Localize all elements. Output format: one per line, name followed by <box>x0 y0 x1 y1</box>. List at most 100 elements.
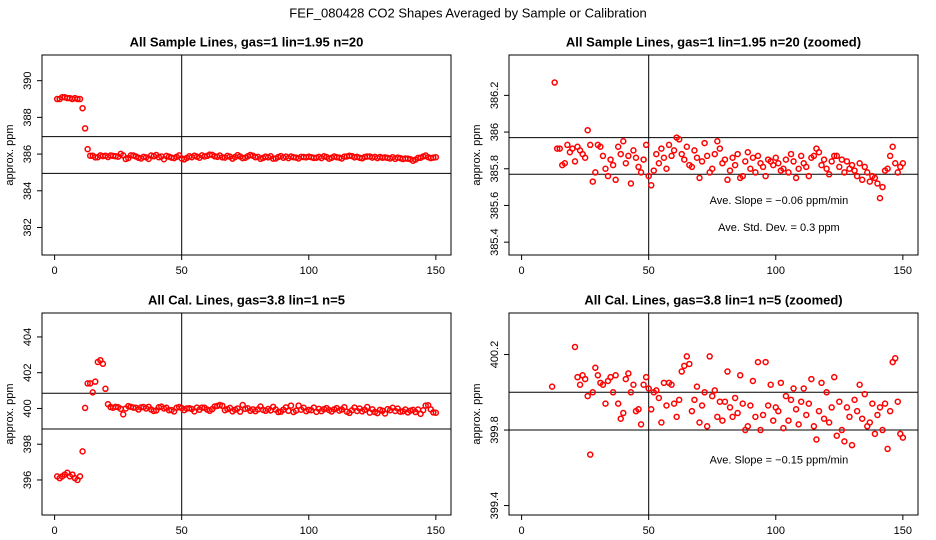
point <box>620 137 627 145</box>
point <box>79 448 86 455</box>
point <box>861 390 868 398</box>
point <box>658 145 665 152</box>
point <box>678 150 685 158</box>
point <box>891 355 899 362</box>
point <box>719 417 726 424</box>
point <box>874 180 881 187</box>
point <box>599 152 607 160</box>
point <box>785 169 792 176</box>
point <box>681 156 688 163</box>
point <box>602 400 609 407</box>
point <box>553 145 561 152</box>
point <box>430 154 437 161</box>
point <box>805 400 813 407</box>
point <box>597 143 604 150</box>
point <box>640 156 647 163</box>
annotation: Ave. Slope = −0.15 ppm/min <box>710 454 849 466</box>
point <box>275 408 282 416</box>
point <box>716 145 724 152</box>
point <box>548 383 556 390</box>
point <box>637 169 645 176</box>
point <box>879 426 886 434</box>
point <box>635 406 642 413</box>
point <box>757 426 764 434</box>
point <box>729 413 736 421</box>
point <box>592 169 599 176</box>
point <box>653 387 660 394</box>
y-tick-label: 386.2 <box>489 82 501 110</box>
point <box>884 445 891 453</box>
point <box>879 183 886 191</box>
point <box>800 385 807 392</box>
point <box>871 174 879 182</box>
point <box>716 398 724 405</box>
point <box>683 353 691 360</box>
point <box>889 143 896 150</box>
point <box>858 176 866 184</box>
x-tick-label: 0 <box>52 265 58 277</box>
point <box>642 141 650 149</box>
point <box>696 174 703 182</box>
x-tick-label: 100 <box>767 525 785 537</box>
point <box>653 150 660 158</box>
point <box>422 402 429 409</box>
point <box>645 385 652 392</box>
point <box>665 141 673 149</box>
point <box>744 423 752 430</box>
panel-title: All Cal. Lines, gas=3.8 lin=1 n=5 <box>148 292 345 307</box>
point <box>92 378 99 385</box>
point <box>655 160 663 167</box>
point <box>614 143 622 150</box>
point <box>660 379 668 387</box>
point <box>772 154 780 162</box>
point <box>622 375 630 383</box>
plot-frame <box>508 54 919 256</box>
point <box>762 358 769 366</box>
point <box>734 409 741 417</box>
point <box>584 126 591 134</box>
point <box>696 419 703 426</box>
point <box>825 419 833 426</box>
point <box>874 411 881 419</box>
point <box>609 389 617 396</box>
point <box>691 147 698 154</box>
y-tick-label: 402 <box>22 364 34 382</box>
point <box>236 408 244 415</box>
x-tick-label: 100 <box>300 525 318 537</box>
x-tick-label: 100 <box>300 265 318 277</box>
point <box>749 377 757 385</box>
y-tick-label: 388 <box>22 108 34 126</box>
point <box>721 398 729 405</box>
point <box>853 407 861 415</box>
x-tick-label: 150 <box>427 525 445 537</box>
point <box>825 171 833 178</box>
point <box>790 158 797 165</box>
point <box>736 372 744 379</box>
point <box>102 385 109 393</box>
point <box>79 104 86 112</box>
figure-title: FEF_080428 CO2 Shapes Averaged by Sample… <box>289 5 646 20</box>
point <box>589 389 597 396</box>
point <box>650 167 658 174</box>
y-tick-label: 400.2 <box>489 341 501 369</box>
point <box>602 165 609 173</box>
point <box>813 436 820 443</box>
x-tick-label: 0 <box>52 525 58 537</box>
y-tick-label: 386 <box>489 123 501 141</box>
point <box>780 165 787 173</box>
point <box>84 145 91 153</box>
point <box>635 163 642 171</box>
point <box>681 362 688 370</box>
point <box>853 172 861 180</box>
point <box>899 160 907 167</box>
point <box>759 411 767 419</box>
point <box>843 404 851 411</box>
point <box>747 402 754 409</box>
point <box>620 409 627 417</box>
point <box>688 163 696 171</box>
point <box>836 163 843 171</box>
point <box>614 400 622 407</box>
point <box>869 400 876 407</box>
point <box>884 165 891 173</box>
point <box>571 343 579 351</box>
